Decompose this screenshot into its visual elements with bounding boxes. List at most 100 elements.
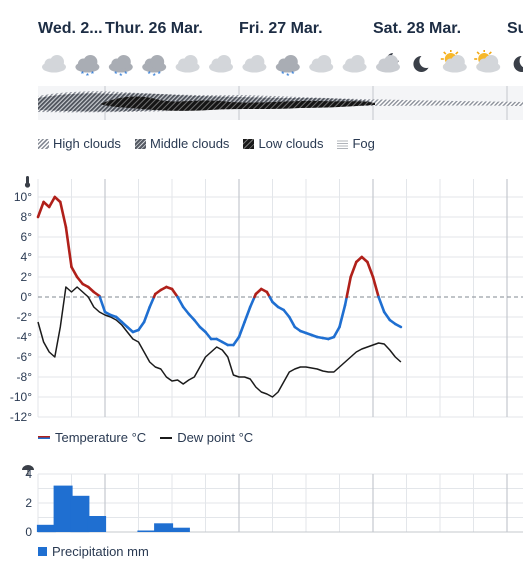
day-label-thu: Thur. 26 Mar. <box>105 20 203 37</box>
y-tick-label: -12° <box>10 410 32 424</box>
legend-fog-label: Fog <box>352 136 375 151</box>
temperature-segment <box>142 305 151 324</box>
temperature-segment <box>58 200 68 229</box>
y-tick-label: 4° <box>21 250 33 264</box>
legend-precipitation-label: Precipitation mm <box>52 544 149 559</box>
svg-text:*: * <box>86 72 89 81</box>
temperature-segment <box>282 308 291 319</box>
temperature-segment <box>338 303 347 329</box>
svg-text:*: * <box>281 70 284 79</box>
precipitation-chart: 4 2 0 <box>22 465 523 539</box>
cloud-icon <box>42 55 66 73</box>
legend-high-label: High clouds <box>53 136 121 151</box>
cloud-moon-icon <box>376 51 402 73</box>
temperature-segment <box>393 322 403 329</box>
temperature-legend: Temperature °C Dew point °C <box>38 430 267 445</box>
y-tick-label: 2° <box>21 270 33 284</box>
y-tick-label: 8° <box>21 210 33 224</box>
temperature-segment <box>382 310 392 322</box>
precipitation-bar <box>137 530 157 532</box>
svg-text:*: * <box>119 72 122 81</box>
legend-temperature: Temperature °C <box>38 430 146 445</box>
low-cloud-layer <box>100 96 375 111</box>
precipitation-bar <box>53 485 73 532</box>
fog-swatch <box>337 138 349 149</box>
temperature-segment <box>243 305 252 324</box>
cloud-snow-icon: * * * <box>75 55 100 81</box>
temperature-segment <box>70 265 79 279</box>
temperature-segment <box>366 260 375 279</box>
temperature-swatch <box>38 436 50 439</box>
temperature-segment <box>47 195 57 209</box>
dew-point-swatch <box>160 436 173 439</box>
sun-cloud-icon <box>440 50 467 73</box>
precipitation-legend: Precipitation mm <box>38 544 163 559</box>
precipitation-swatch <box>38 547 47 556</box>
umbrella-icon <box>22 465 34 476</box>
temperature-segment <box>377 295 386 314</box>
precipitation-bar <box>36 524 56 533</box>
y-tick-label: 6° <box>21 230 33 244</box>
temperature-segment <box>204 330 213 341</box>
legend-middle-label: Middle clouds <box>149 136 230 151</box>
cloud-icon <box>242 55 267 73</box>
precipitation-bar <box>154 523 174 532</box>
temperature-segment <box>148 295 156 309</box>
temperature-segment <box>75 275 84 286</box>
moon-icon <box>513 54 523 72</box>
svg-text:*: * <box>81 70 84 79</box>
temperature-segment <box>232 335 241 347</box>
thermometer-icon <box>24 176 31 188</box>
svg-text:*: * <box>91 70 94 79</box>
temperature-segment <box>181 305 191 316</box>
legend-dew-point-label: Dew point °C <box>177 430 254 445</box>
temperature-segment <box>98 295 107 314</box>
high-clouds-swatch <box>38 138 49 149</box>
weather-icon-row: * * * * * * * * * * * * <box>42 50 523 81</box>
legend-precipitation: Precipitation mm <box>38 544 149 559</box>
y-tick-label: -6° <box>17 350 33 364</box>
middle-clouds-swatch <box>134 138 146 149</box>
cloud-snow-icon: * * * <box>108 55 133 81</box>
y-tick-label: 2 <box>25 496 32 510</box>
y-tick-label: 4 <box>25 467 32 481</box>
cloud-icon <box>209 55 233 73</box>
legend-high-clouds: High clouds <box>38 136 121 151</box>
temperature-segment <box>237 320 246 339</box>
temperature-segment <box>187 312 196 322</box>
day-label-sun: Su <box>507 20 523 37</box>
legend-low-clouds: Low clouds <box>243 136 323 151</box>
cloud-legend: High clouds Middle clouds Low clouds Fog <box>38 136 389 151</box>
cloud-icon <box>342 55 367 73</box>
cloud-icon <box>309 55 334 73</box>
temperature-segment <box>343 295 349 307</box>
temperature-segment <box>332 325 341 339</box>
y-tick-label: -2° <box>17 310 33 324</box>
moon-icon <box>413 54 434 72</box>
temperature-segment <box>248 295 256 309</box>
temperature-segment <box>36 200 45 219</box>
y-tick-label: -8° <box>17 370 33 384</box>
day-header-row: Wed. 2... Thur. 26 Mar. Fri. 27 Mar. Sat… <box>0 20 523 44</box>
day-label-wed: Wed. 2... <box>38 20 103 37</box>
temperature-segment <box>345 275 353 299</box>
cloud-snow-icon: * * * <box>142 55 167 81</box>
svg-text:*: * <box>286 72 289 81</box>
day-label-sat: Sat. 28 Mar. <box>373 20 462 37</box>
legend-dew-point: Dew point °C <box>160 430 253 445</box>
svg-text:*: * <box>114 70 117 79</box>
cloud-snow-icon: * * * <box>275 55 300 81</box>
sun-cloud-icon <box>474 50 501 73</box>
legend-middle-clouds: Middle clouds <box>134 136 230 151</box>
svg-text:*: * <box>148 70 151 79</box>
precipitation-bar <box>170 527 190 532</box>
legend-low-label: Low clouds <box>258 136 324 151</box>
temperature-segment <box>287 315 297 329</box>
svg-text:*: * <box>124 70 127 79</box>
temperature-chart: 10° 8° 6° 4° 2° 0° -2° -4° -6° -8° -10° -12° <box>10 176 523 424</box>
svg-text:*: * <box>153 72 156 81</box>
y-tick-label: -10° <box>10 390 32 404</box>
legend-fog: Fog <box>337 136 375 151</box>
svg-text:*: * <box>158 70 161 79</box>
temperature-segment <box>137 320 146 332</box>
